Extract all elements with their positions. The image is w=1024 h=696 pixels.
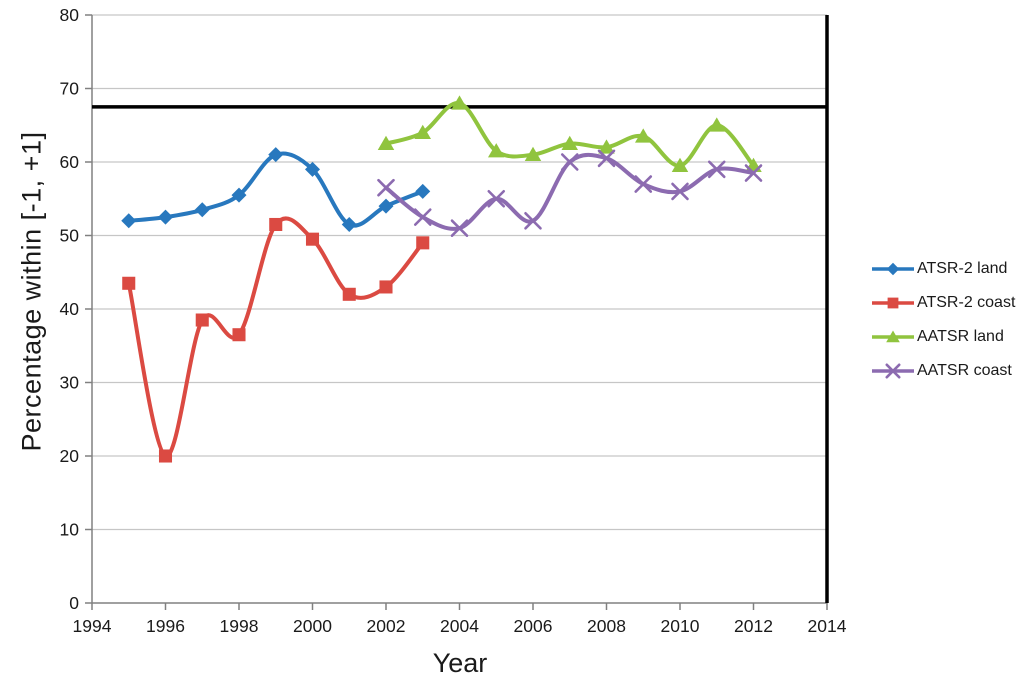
legend: ATSR-2 land ATSR-2 coast AATSR land AATSR c…: [871, 260, 1015, 396]
data-point-marker: [121, 213, 137, 229]
data-point-marker: [561, 135, 578, 150]
data-point-marker: [671, 182, 689, 201]
series-line: [126, 216, 425, 459]
y-tick-label: 30: [60, 373, 80, 393]
data-point-marker: [708, 117, 725, 132]
y-tick-label: 10: [60, 520, 80, 540]
legend-item: ATSR-2 coast: [871, 294, 1015, 312]
data-point-marker: [414, 124, 431, 139]
x-tick-label: 2000: [293, 616, 332, 636]
data-point-marker: [744, 164, 763, 182]
data-point-marker: [269, 217, 283, 231]
y-tick-label: 80: [60, 5, 80, 25]
x-tick-label: 1994: [73, 616, 112, 636]
y-tick-label: 20: [60, 446, 80, 466]
y-tick-label: 70: [60, 79, 80, 99]
data-point-marker: [413, 208, 432, 226]
x-tick-label: 2014: [808, 616, 847, 636]
series-line: [384, 152, 756, 231]
legend-label: ATSR-2 land: [917, 260, 1008, 277]
data-point-marker: [634, 175, 653, 193]
square-marker-icon: [872, 297, 914, 309]
series-aatsr-coast: [377, 149, 763, 237]
data-point-marker: [887, 297, 899, 309]
data-point-marker: [377, 178, 395, 197]
data-point-marker: [707, 160, 726, 179]
data-point-marker: [524, 212, 542, 230]
y-tick-label: 40: [60, 299, 80, 319]
data-point-marker: [451, 95, 468, 110]
triangle-marker-icon: [872, 330, 914, 343]
series-atsr-2-land: [121, 147, 431, 232]
series-line: [384, 101, 756, 168]
data-point-marker: [415, 183, 431, 199]
data-point-marker: [268, 147, 284, 163]
y-tick-label: 50: [60, 226, 80, 246]
data-point-marker: [885, 363, 901, 379]
data-point-marker: [886, 330, 900, 343]
x-tick-label: 2004: [440, 616, 479, 636]
legend-label: ATSR-2 coast: [917, 294, 1016, 311]
data-point-marker: [886, 262, 900, 276]
x-tick-label: 2002: [367, 616, 406, 636]
data-point-marker: [524, 146, 542, 162]
data-point-marker: [560, 153, 579, 171]
data-point-marker: [305, 232, 320, 246]
legend-item: AATSR land: [871, 328, 1015, 346]
data-point-marker: [450, 219, 469, 237]
data-point-marker: [195, 313, 209, 327]
data-point-marker: [377, 135, 395, 150]
legend-item: ATSR-2 land: [871, 260, 1015, 278]
data-point-marker: [342, 287, 356, 301]
x-marker-icon: [872, 363, 914, 379]
x-tick-label: 1998: [220, 616, 259, 636]
data-point-marker: [379, 280, 393, 294]
x-tick-label: 2006: [514, 616, 553, 636]
x-tick-label: 1996: [146, 616, 185, 636]
data-point-marker: [488, 143, 505, 158]
series-aatsr-land: [377, 95, 762, 173]
series-atsr-2-coast: [122, 216, 430, 463]
data-point-marker: [305, 161, 320, 177]
data-point-marker: [158, 209, 173, 225]
legend-item: AATSR coast: [871, 362, 1015, 380]
x-tick-label: 2008: [587, 616, 626, 636]
data-point-marker: [597, 149, 616, 168]
data-point-marker: [194, 202, 210, 218]
data-point-marker: [598, 139, 615, 154]
x-axis-title: Year: [432, 648, 488, 678]
y-axis-title: Percentage within [-1, +1]: [16, 131, 47, 452]
data-point-marker: [416, 236, 430, 250]
x-tick-label: 2012: [734, 616, 773, 636]
legend-label: AATSR coast: [917, 362, 1012, 379]
data-point-marker: [122, 276, 136, 290]
data-point-marker: [158, 449, 173, 463]
data-point-marker: [487, 189, 506, 208]
y-tick-label: 0: [69, 593, 79, 613]
series-line: [126, 151, 425, 228]
y-tick-label: 60: [60, 152, 80, 172]
data-point-marker: [635, 128, 652, 143]
diamond-marker-icon: [872, 262, 914, 276]
data-point-marker: [671, 157, 689, 173]
data-point-marker: [378, 198, 394, 214]
data-point-marker: [232, 328, 246, 342]
data-point-marker: [231, 187, 247, 203]
x-tick-label: 2010: [661, 616, 700, 636]
legend-label: AATSR land: [917, 328, 1004, 345]
data-point-marker: [341, 216, 357, 232]
